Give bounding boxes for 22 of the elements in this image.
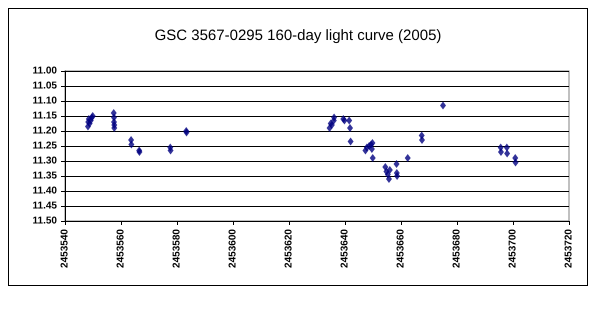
- x-tick-label: 2453600: [228, 228, 238, 268]
- x-tick-label: 2453620: [284, 228, 294, 268]
- x-tick-label: 2453640: [340, 228, 350, 268]
- x-tick-label: 2453580: [172, 228, 182, 268]
- y-tick-label: 11.05: [32, 80, 58, 92]
- y-tick-label: 11.40: [32, 186, 58, 196]
- x-tick-label: 2453660: [396, 228, 406, 268]
- y-tick-label: 11.15: [32, 110, 58, 122]
- x-tick-label: 2453720: [564, 228, 574, 268]
- y-tick-label: 11.30: [32, 156, 58, 166]
- x-tick-label: 2453700: [508, 228, 518, 268]
- y-tick-label: 11.25: [32, 140, 58, 152]
- y-tick-label: 11.10: [32, 96, 58, 106]
- x-tick-label: 2453540: [60, 228, 70, 268]
- y-tick-label: 11.50: [32, 216, 58, 226]
- chart-title: GSC 3567-0295 160-day light curve (2005): [154, 27, 442, 44]
- x-tick-label: 2453560: [116, 228, 126, 268]
- x-tick-label: 2453680: [452, 228, 462, 268]
- y-tick-label: 11.45: [32, 200, 58, 212]
- y-tick-label: 11.20: [32, 126, 58, 136]
- y-tick-label: 11.35: [32, 170, 58, 182]
- y-tick-label: 11.00: [32, 66, 58, 76]
